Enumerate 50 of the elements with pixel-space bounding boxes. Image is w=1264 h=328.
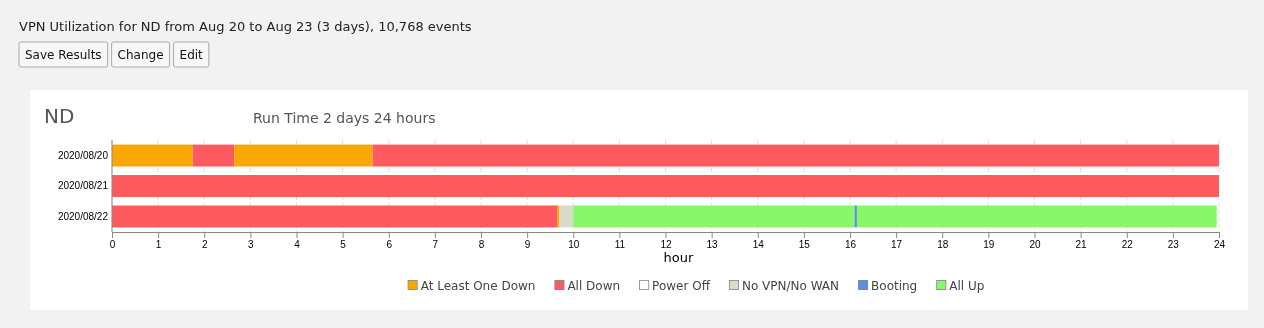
x-tick-label: 16 (844, 239, 857, 251)
x-tick-label: 10 (568, 239, 580, 251)
x-tick-label: 12 (660, 239, 672, 251)
bar (856, 205, 1217, 228)
bar (112, 175, 1219, 197)
x-tick-label: 6 (386, 239, 393, 251)
x-tick-label: 22 (1121, 239, 1134, 251)
x-tick-label: 1 (155, 239, 162, 251)
x-axis-title: hour (663, 250, 695, 265)
x-tick-label: 5 (340, 239, 347, 251)
bar (112, 205, 558, 228)
x-tick-label: 3 (248, 239, 255, 251)
text: ND (44, 104, 75, 128)
y-tick-label: 2020/08/21 (57, 180, 109, 192)
x-tick-label: 15 (798, 239, 811, 251)
chart-title: VPN Utilization for ND from Aug 20 to Aug 23 (3 days), 10,768 events (19, 19, 472, 34)
x-tick-label: 0 (109, 239, 116, 251)
x-tick-label: 14 (752, 239, 765, 251)
x-tick-label: 18 (937, 239, 949, 251)
legend-label: No VPN/No WAN (741, 279, 840, 293)
legend-label: At Least One Down (420, 279, 536, 293)
y-tick-label: 2020/08/22 (57, 210, 109, 222)
button: Edit (173, 41, 210, 68)
bar (559, 205, 574, 228)
bar (234, 144, 373, 167)
button: Save Results (18, 41, 109, 68)
x-tick-label: 2 (201, 239, 208, 251)
y-tick-label: 2020/08/20 (57, 149, 109, 161)
x-tick-label: 17 (891, 239, 903, 251)
legend-label: Booting (871, 279, 918, 293)
bar (192, 144, 235, 167)
legend-label: All Down (567, 279, 621, 293)
x-tick-label: 8 (478, 239, 485, 251)
legend-label: Power Off (652, 279, 711, 293)
button: Change (111, 41, 171, 68)
x-tick-label: 21 (1075, 239, 1088, 251)
x-tick-label: 7 (432, 239, 439, 251)
x-tick-label: 11 (614, 239, 626, 251)
chart-subtitle: Run Time 2 days 24 hours (253, 110, 436, 126)
x-tick-label: 23 (1167, 239, 1180, 251)
x-tick-label: 19 (983, 239, 995, 251)
bar (112, 144, 193, 167)
x-tick-label: 4 (294, 239, 301, 251)
bar (372, 144, 1219, 167)
x-tick-label: 24 (1213, 239, 1226, 251)
x-tick-label: 13 (706, 239, 719, 251)
x-tick-label: 20 (1029, 239, 1041, 251)
bar (573, 205, 855, 228)
x-tick-label: 9 (524, 239, 531, 251)
legend-label: All Up (949, 279, 985, 293)
